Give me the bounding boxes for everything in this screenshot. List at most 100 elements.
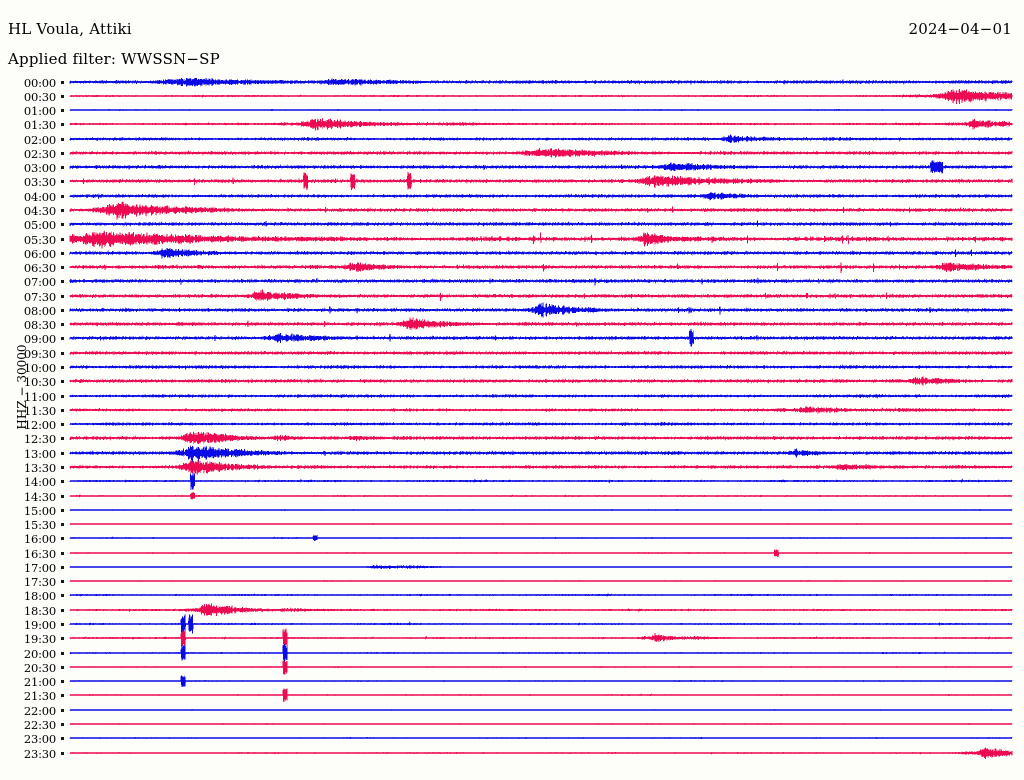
axis-tick-mark	[61, 694, 64, 698]
row-time-label: 16:00	[23, 532, 56, 547]
axis-tick-mark	[61, 223, 64, 227]
axis-tick-mark	[61, 94, 64, 98]
seismic-trace	[69, 642, 1013, 664]
row-time-label: 14:00	[23, 475, 56, 490]
seismic-trace	[69, 71, 1013, 93]
seismic-trace	[69, 470, 1013, 492]
seismic-trace	[69, 170, 1013, 192]
helicorder-row: 04:30	[0, 201, 1024, 225]
helicorder-row: 23:30	[0, 747, 1024, 768]
helicorder-row: 13:30	[0, 459, 1024, 482]
axis-tick-mark	[61, 665, 64, 669]
seismic-trace	[69, 742, 1013, 764]
row-time-label: 12:00	[23, 418, 56, 433]
axis-tick-mark	[61, 565, 64, 569]
seismic-trace	[69, 285, 1013, 307]
seismic-trace	[69, 527, 1013, 549]
helicorder-row: 13:00	[0, 445, 1024, 468]
row-time-label: 00:00	[23, 75, 56, 90]
helicorder-row: 09:30	[0, 348, 1024, 368]
axis-tick-mark	[61, 523, 64, 527]
helicorder-row: 14:30	[0, 491, 1024, 511]
axis-tick-mark	[61, 437, 64, 441]
helicorder-row: 20:00	[0, 643, 1024, 668]
row-time-label: 02:00	[23, 132, 56, 147]
helicorder-row: 19:30	[0, 628, 1024, 653]
seismic-trace	[69, 584, 1013, 606]
helicorder-row: 08:30	[0, 317, 1024, 339]
helicorder-row: 17:00	[0, 562, 1024, 582]
row-time-label: 10:30	[23, 375, 56, 390]
row-time-label: 04:30	[23, 203, 56, 218]
seismic-trace	[69, 356, 1013, 378]
seismic-trace	[69, 327, 1013, 349]
row-time-label: 16:30	[23, 546, 56, 561]
helicorder-row: 12:30	[0, 432, 1024, 453]
seismic-trace	[69, 213, 1013, 235]
row-time-label: 21:00	[23, 675, 56, 690]
axis-tick-mark	[61, 237, 64, 241]
row-time-label: 07:00	[23, 275, 56, 290]
seismic-trace	[69, 256, 1013, 278]
helicorder-row: 21:30	[0, 688, 1024, 710]
axis-tick-mark	[61, 594, 64, 598]
helicorder-row: 06:00	[0, 247, 1024, 268]
seismic-trace	[69, 485, 1013, 507]
seismic-trace	[69, 142, 1013, 164]
seismic-trace	[69, 242, 1013, 264]
axis-tick-mark	[61, 637, 64, 641]
axis-tick-mark	[61, 251, 64, 255]
seismic-trace	[69, 156, 1013, 178]
applied-filter-label: Applied filter: WWSSN−SP	[8, 50, 220, 68]
helicorder-row: 21:00	[0, 675, 1024, 696]
helicorder-row: 23:00	[0, 733, 1024, 753]
seismic-trace	[69, 570, 1013, 592]
helicorder-row: 14:00	[0, 473, 1024, 496]
helicorder-row: 22:00	[0, 705, 1024, 725]
helicorder-row: 02:30	[0, 147, 1024, 168]
seismic-trace	[69, 599, 1013, 621]
row-time-label: 00:30	[23, 89, 56, 104]
row-time-label: 11:30	[23, 403, 56, 418]
row-time-label: 11:00	[23, 389, 56, 404]
helicorder-row: 16:00	[0, 534, 1024, 553]
row-time-label: 01:30	[23, 118, 56, 133]
row-time-label: 14:30	[23, 489, 56, 504]
row-time-label: 15:30	[23, 518, 56, 533]
row-time-label: 07:30	[23, 289, 56, 304]
helicorder-row: 16:30	[0, 548, 1024, 568]
seismic-trace	[69, 613, 1013, 635]
row-time-label: 06:30	[23, 261, 56, 276]
row-time-label: 10:00	[23, 361, 56, 376]
helicorder-row: 05:00	[0, 220, 1024, 239]
axis-tick-mark	[61, 80, 64, 84]
axis-tick-mark	[61, 623, 64, 626]
seismic-trace	[69, 713, 1013, 735]
axis-tick-mark	[61, 408, 64, 412]
row-time-label: 20:00	[23, 646, 56, 661]
helicorder-row: 03:30	[0, 172, 1024, 196]
row-time-label: 03:30	[23, 175, 56, 190]
seismic-trace	[69, 99, 1013, 121]
helicorder-row: 02:00	[0, 134, 1024, 154]
helicorder-row: 04:00	[0, 191, 1024, 211]
seismic-trace	[69, 427, 1013, 449]
axis-tick-mark	[61, 580, 64, 584]
helicorder-row: 20:30	[0, 659, 1024, 682]
row-time-label: 18:30	[23, 603, 56, 618]
row-time-label: 22:00	[23, 703, 56, 718]
axis-tick-mark	[61, 537, 64, 541]
axis-tick-mark	[61, 737, 64, 741]
axis-tick-mark	[61, 394, 64, 398]
helicorder-row: 07:00	[0, 277, 1024, 296]
row-time-label: 04:00	[23, 189, 56, 204]
helicorder-row: 05:30	[0, 229, 1024, 254]
page-title: HL Voula, Attiki	[8, 20, 132, 38]
row-time-label: 19:30	[23, 632, 56, 647]
row-time-label: 12:30	[23, 432, 56, 447]
helicorder-row: 11:30	[0, 405, 1024, 425]
row-time-label: 01:00	[23, 104, 56, 119]
helicorder-row: 07:30	[0, 289, 1024, 311]
row-time-label: 22:30	[23, 717, 56, 732]
axis-tick-mark	[61, 608, 64, 612]
